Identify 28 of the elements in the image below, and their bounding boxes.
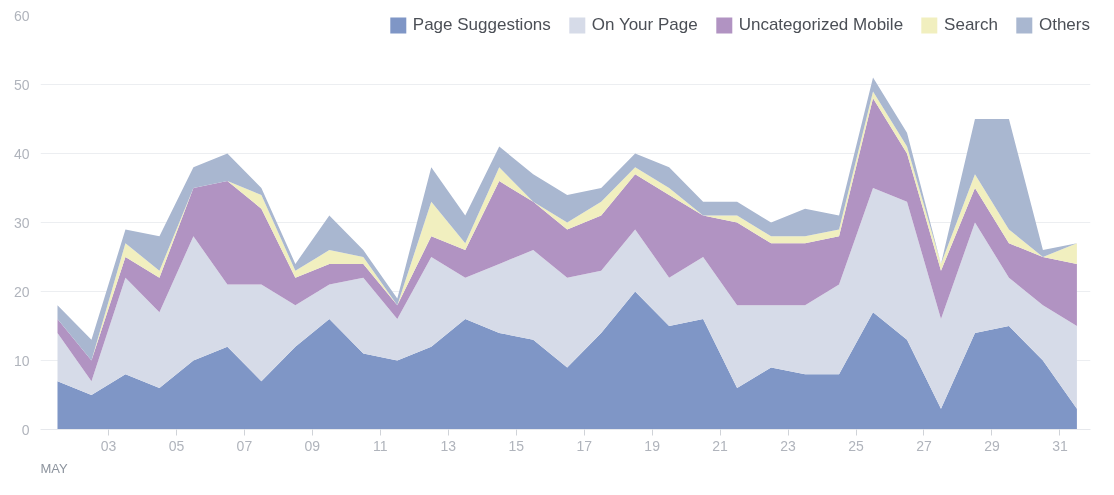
x-tick-label: 09 <box>304 437 321 454</box>
text: MAY <box>40 460 69 476</box>
x-tick-label: 05 <box>168 437 185 454</box>
y-tick-label: 0 <box>21 421 30 438</box>
y-tick-label: 60 <box>13 7 30 24</box>
x-tick-label: 29 <box>984 437 1000 454</box>
x-tick-label: 17 <box>576 437 593 454</box>
x-tick-label: 27 <box>916 437 932 454</box>
x-tick-label: 31 <box>1052 437 1068 454</box>
x-tick-label: 25 <box>848 437 865 454</box>
x-tick-label: 07 <box>236 437 253 454</box>
x-tick-label: 19 <box>644 437 661 454</box>
y-tick-label: 40 <box>13 145 30 162</box>
x-tick-label: 15 <box>508 437 525 454</box>
x-tick-label: 23 <box>780 437 797 454</box>
legend-label: Search <box>944 15 998 35</box>
legend-label: On Your Page <box>591 15 698 35</box>
y-tick-label: 20 <box>13 283 30 300</box>
legend-label: Uncategorized Mobile <box>738 15 904 35</box>
x-tick-label: 21 <box>712 437 729 454</box>
y-tick-label: 50 <box>13 76 30 93</box>
x-tick-label: 13 <box>440 437 457 454</box>
legend-label: Others <box>1038 15 1090 35</box>
x-tick-label: 11 <box>373 437 388 454</box>
legend-label: Page Suggestions <box>412 15 551 35</box>
y-tick-label: 30 <box>13 214 30 231</box>
x-tick-label: 03 <box>100 437 117 454</box>
y-tick-label: 10 <box>13 352 30 369</box>
